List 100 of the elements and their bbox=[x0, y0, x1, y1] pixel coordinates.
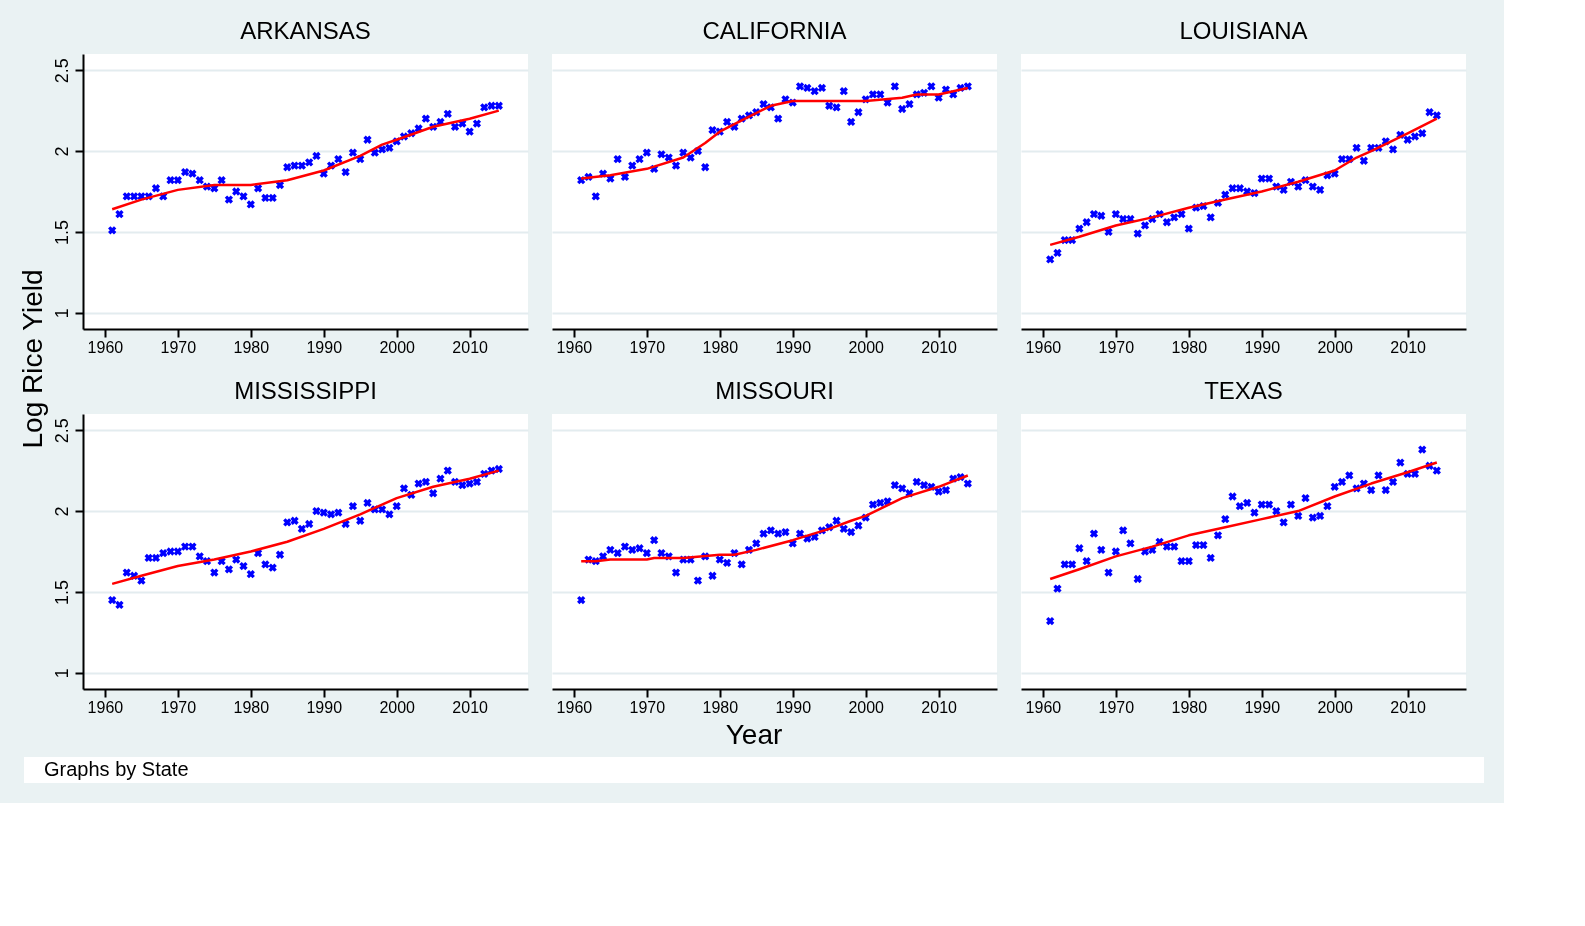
point bbox=[657, 150, 666, 159]
point bbox=[620, 172, 630, 182]
point bbox=[1432, 466, 1441, 475]
y-tick-label: 2.5 bbox=[51, 58, 72, 84]
x-tick-label: 1980 bbox=[233, 698, 270, 716]
point bbox=[246, 200, 255, 209]
point bbox=[195, 552, 204, 561]
point bbox=[261, 560, 270, 569]
point bbox=[1060, 560, 1069, 569]
point bbox=[620, 542, 630, 551]
point bbox=[253, 184, 263, 193]
point bbox=[1046, 616, 1055, 626]
point bbox=[934, 487, 943, 496]
point bbox=[854, 521, 863, 530]
point bbox=[795, 82, 805, 91]
point bbox=[1082, 218, 1091, 227]
x-tick-label: 2010 bbox=[921, 698, 958, 716]
point bbox=[1199, 540, 1208, 550]
x-tick-label: 2000 bbox=[848, 338, 885, 356]
point bbox=[919, 481, 929, 490]
point bbox=[1104, 568, 1113, 577]
point bbox=[421, 477, 431, 487]
point bbox=[151, 553, 161, 563]
y-axis-title: Log Rice Yield bbox=[17, 269, 48, 449]
point bbox=[606, 545, 615, 555]
x-tick-label: 1960 bbox=[87, 698, 124, 716]
point bbox=[115, 210, 124, 219]
point bbox=[297, 161, 306, 170]
point bbox=[1133, 229, 1142, 238]
x-tick-label: 2010 bbox=[1390, 698, 1427, 716]
point bbox=[1272, 506, 1281, 516]
point bbox=[642, 548, 651, 558]
point bbox=[628, 545, 637, 555]
x-tick-label: 2010 bbox=[921, 338, 958, 356]
y-tick-label: 2.5 bbox=[51, 418, 72, 444]
point bbox=[1418, 129, 1427, 138]
point bbox=[1170, 542, 1179, 551]
x-tick-label: 2010 bbox=[1390, 338, 1427, 356]
point bbox=[1089, 210, 1099, 219]
point bbox=[1118, 214, 1128, 224]
x-tick-label: 1980 bbox=[702, 698, 739, 716]
point bbox=[1352, 143, 1361, 152]
point bbox=[108, 226, 117, 235]
point bbox=[1345, 471, 1354, 480]
point bbox=[628, 161, 637, 170]
point bbox=[781, 527, 790, 537]
x-axis-title: Year bbox=[725, 719, 783, 750]
point bbox=[210, 568, 219, 577]
point bbox=[1206, 553, 1215, 563]
point bbox=[326, 510, 336, 519]
point bbox=[290, 161, 299, 170]
point bbox=[1418, 445, 1427, 454]
point bbox=[876, 90, 885, 99]
point bbox=[1257, 500, 1266, 509]
point bbox=[465, 127, 474, 136]
point bbox=[305, 519, 314, 529]
point bbox=[151, 184, 161, 193]
point bbox=[195, 176, 204, 185]
point bbox=[443, 109, 452, 118]
point bbox=[217, 176, 226, 185]
x-tick-label: 1970 bbox=[160, 698, 197, 716]
chart-title: CALIFORNIA bbox=[702, 17, 847, 44]
point bbox=[1075, 224, 1084, 233]
point bbox=[876, 498, 885, 508]
point bbox=[1359, 156, 1369, 165]
point bbox=[319, 508, 328, 517]
x-tick-label: 1980 bbox=[233, 338, 270, 356]
point bbox=[1257, 174, 1266, 183]
point bbox=[1206, 213, 1215, 222]
point bbox=[232, 555, 241, 564]
point bbox=[261, 193, 270, 203]
chart-title: TEXAS bbox=[1204, 377, 1283, 404]
point bbox=[1221, 190, 1230, 199]
point bbox=[1228, 184, 1237, 193]
point bbox=[1250, 508, 1259, 517]
point bbox=[385, 510, 394, 519]
point bbox=[1432, 111, 1441, 120]
point bbox=[1381, 485, 1390, 495]
point bbox=[1111, 210, 1120, 219]
point bbox=[297, 524, 306, 533]
point bbox=[1315, 511, 1325, 521]
point bbox=[635, 155, 644, 164]
point bbox=[1082, 557, 1091, 566]
point bbox=[774, 114, 783, 123]
point bbox=[1403, 135, 1412, 144]
point bbox=[392, 502, 401, 511]
x-tick-label: 1960 bbox=[87, 338, 124, 356]
point bbox=[283, 518, 292, 527]
point bbox=[1330, 482, 1339, 491]
point bbox=[1170, 213, 1179, 222]
point bbox=[1374, 471, 1383, 480]
point bbox=[224, 195, 234, 204]
point bbox=[137, 576, 146, 585]
point bbox=[664, 153, 673, 162]
point bbox=[642, 148, 651, 157]
point bbox=[846, 527, 856, 537]
point bbox=[122, 192, 131, 201]
point bbox=[465, 479, 474, 488]
point bbox=[1294, 182, 1303, 191]
point bbox=[839, 87, 848, 96]
